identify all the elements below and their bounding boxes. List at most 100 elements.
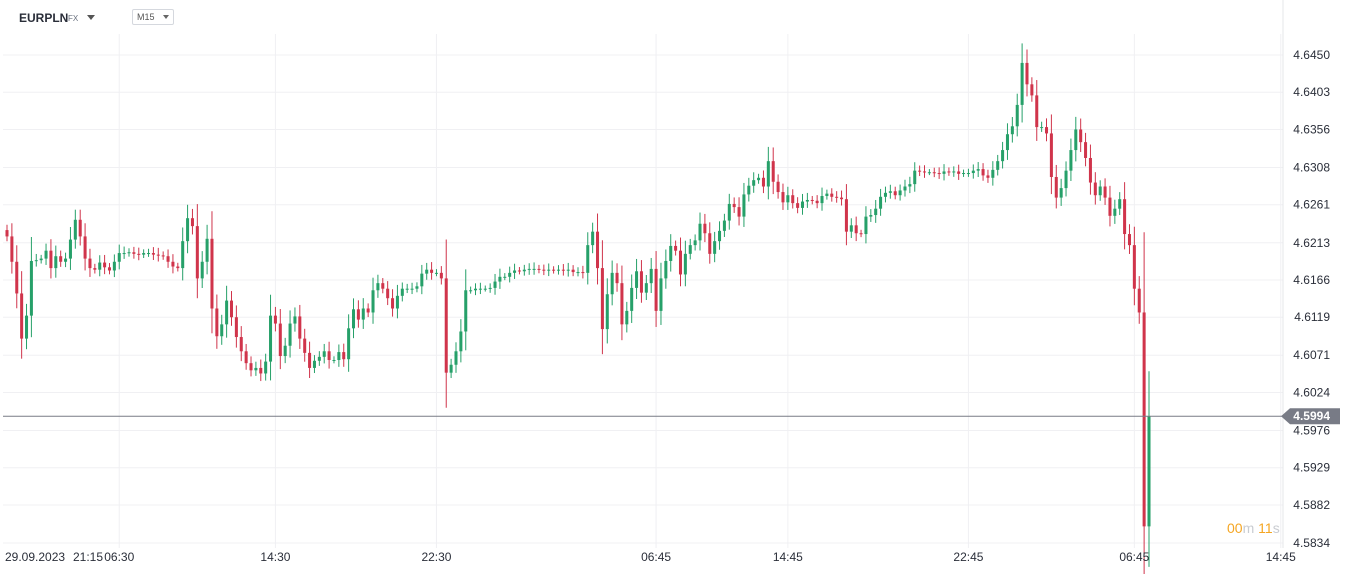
candle-body (195, 226, 199, 279)
candle-body (669, 245, 673, 261)
candle-body (1005, 134, 1009, 151)
candle-body (39, 258, 43, 261)
candle-body (288, 323, 292, 346)
candle-body (161, 255, 165, 257)
y-axis: 4.6450 4.6403 4.6356 4.6308 4.6261 4.6213 4.61… (1281, 48, 1340, 550)
candle-body (688, 245, 692, 254)
candle-body (698, 223, 702, 241)
candle-body (44, 250, 48, 259)
candle-body (937, 173, 941, 175)
candle-body (68, 239, 72, 259)
candle-body (103, 262, 107, 268)
candle-body (947, 171, 951, 173)
x-tick-label: 06:45 (641, 550, 671, 564)
candle-body (293, 316, 297, 324)
candle-body (83, 236, 87, 259)
candle-countdown: 00m 11s (1227, 520, 1280, 536)
candle-body (1015, 104, 1019, 127)
candle-body (488, 287, 492, 289)
candle-body (166, 256, 170, 262)
candles (5, 43, 1151, 574)
candle-body (347, 328, 351, 360)
candle-body (59, 256, 63, 262)
y-tick-label: 4.6261 (1293, 198, 1330, 212)
x-tick-label: 21:15 (73, 550, 103, 564)
chevron-down-icon[interactable] (163, 15, 169, 19)
candle-body (142, 253, 146, 255)
candle-body (1074, 129, 1078, 151)
candle-body (117, 253, 121, 262)
candle-body (1054, 177, 1058, 198)
candle-body (547, 269, 551, 271)
candle-body (473, 288, 478, 291)
candle-body (498, 276, 502, 282)
candle-body (5, 230, 9, 237)
candle-body (962, 173, 966, 175)
candle-body (1035, 95, 1039, 128)
candle-body (513, 270, 517, 273)
candle-body (693, 240, 697, 246)
candle-body (395, 295, 399, 309)
candle-body (303, 338, 307, 353)
candle-body (966, 173, 970, 175)
candle-body (879, 196, 883, 209)
x-tick-label: 14:45 (773, 550, 803, 564)
x-tick-label: 29.09.2023 (5, 550, 65, 564)
candle-body (483, 288, 487, 290)
candle-body (771, 161, 775, 182)
candle-body (976, 169, 980, 171)
candle-body (298, 316, 302, 339)
candle-body (913, 170, 917, 185)
chevron-down-icon[interactable] (87, 15, 95, 20)
candle-body (727, 203, 731, 221)
candle-body (273, 315, 277, 324)
x-tick-label: 14:45 (1266, 550, 1296, 564)
symbol-label[interactable]: EURPLN (19, 11, 69, 25)
candle-body (478, 288, 482, 290)
candle-body (107, 267, 112, 271)
candle-body (444, 278, 448, 373)
candle-body (278, 323, 282, 357)
candle-body (371, 290, 375, 313)
candle-body (1040, 127, 1044, 129)
candle-body (639, 271, 643, 293)
timeframe-label: M15 (137, 12, 155, 22)
candle-body (835, 196, 839, 198)
y-tick-label: 4.6119 (1294, 310, 1330, 324)
candle-body (1030, 84, 1034, 96)
candle-body (659, 278, 663, 311)
market-label: FX (68, 14, 79, 23)
candle-body (932, 172, 936, 174)
candle-body (800, 201, 805, 208)
candle-body (586, 245, 590, 273)
candle-body (888, 191, 892, 193)
candle-body (1093, 182, 1097, 196)
x-tick-label: 14:30 (260, 550, 290, 564)
candle-body (742, 194, 746, 217)
timeframe-select[interactable]: M15 (132, 9, 174, 25)
candle-body (620, 283, 624, 325)
candle-body (215, 308, 219, 337)
candle-body (1142, 312, 1146, 527)
candle-body (898, 190, 902, 196)
candle-body (625, 310, 629, 325)
candle-body (752, 180, 756, 186)
candle-body (186, 218, 190, 242)
candle-body (903, 186, 907, 191)
chart-toolbar: EURPLN FX M15 (0, 0, 1353, 34)
candle-body (1137, 288, 1141, 313)
y-tick-label: 4.5976 (1293, 424, 1330, 438)
candle-body (1088, 157, 1092, 183)
candle-body (600, 268, 604, 330)
candle-body (957, 171, 961, 174)
candle-body (98, 262, 102, 270)
candle-body (1059, 188, 1063, 198)
candle-body (581, 272, 585, 274)
candle-body (591, 231, 595, 246)
y-tick-label: 4.6450 (1293, 48, 1330, 62)
candle-body (1123, 199, 1127, 235)
candle-body (1049, 133, 1053, 177)
candle-body (674, 245, 678, 251)
candle-body (332, 360, 336, 361)
